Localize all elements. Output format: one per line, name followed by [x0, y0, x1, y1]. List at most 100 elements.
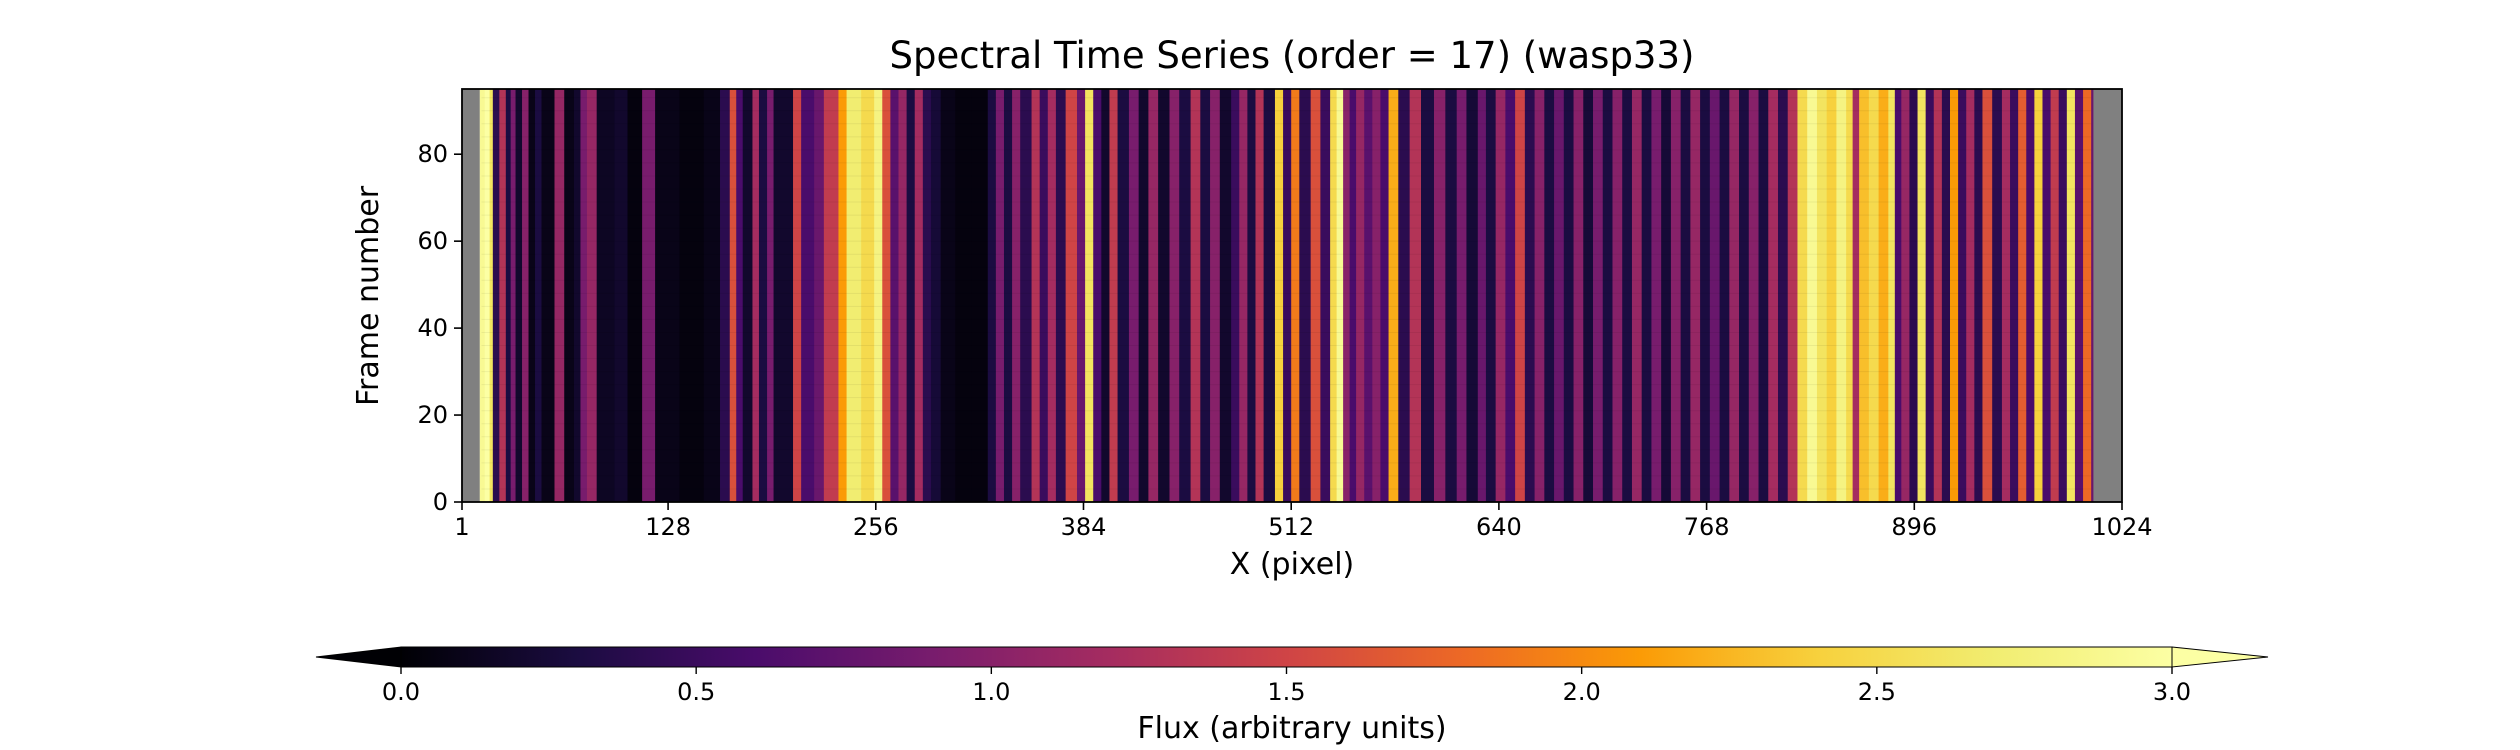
heatmap-column [1641, 89, 1653, 502]
x-tick-label: 256 [853, 513, 899, 541]
x-tick-label: 640 [1476, 513, 1522, 541]
heatmap-column [573, 89, 582, 502]
x-tick-label: 1024 [2091, 513, 2152, 541]
heatmap-column [1283, 89, 1292, 502]
heatmap-column [736, 89, 744, 502]
heatmap-column [1949, 89, 1959, 502]
heatmap-column [1219, 89, 1232, 502]
heatmap-column [492, 89, 500, 502]
heatmap-column [499, 89, 507, 502]
heatmap-column [793, 89, 802, 502]
heatmap-column [1894, 89, 1902, 502]
heatmap-column [1003, 89, 1013, 502]
colorbar-gradient [400, 646, 2173, 668]
y-tick-label: 0 [433, 488, 448, 516]
heatmap-column [1477, 89, 1487, 502]
heatmap-column [1409, 89, 1422, 502]
heatmap-column [742, 89, 754, 502]
heatmap-column [655, 89, 681, 502]
colorbar: 0.0 0.5 1.0 1.5 2.0 2.5 3.0 [315, 646, 2269, 706]
x-axis-label: X (pixel) [1230, 547, 1355, 582]
heatmap-column [773, 89, 794, 502]
heatmap-column [1239, 89, 1248, 502]
chart-title: Spectral Time Series (order = 17) (wasp3… [890, 34, 1695, 77]
heatmap-column [1836, 89, 1847, 502]
heatmap-column [1093, 89, 1102, 502]
heatmap-column [479, 89, 486, 502]
heatmap-column [1433, 89, 1446, 502]
heatmap-column [1421, 89, 1435, 502]
heatmap-column [703, 89, 721, 502]
heatmap-column [1356, 89, 1365, 502]
heatmap-column [1958, 89, 1967, 502]
heatmap-column [1372, 89, 1382, 502]
plot-frame [461, 88, 2123, 503]
heatmap-column [1859, 89, 1870, 502]
colorbar-label: Flux (arbitrary units) [1137, 711, 1446, 746]
heatmap-column [596, 89, 616, 502]
heatmap-column [1515, 89, 1526, 502]
heatmap-column [679, 89, 705, 502]
heatmap-column [1909, 89, 1919, 502]
heatmap-column [898, 89, 908, 502]
heatmap-column [1583, 89, 1594, 502]
heatmap-column [1320, 89, 1331, 502]
heatmap-column [758, 89, 768, 502]
heatmap-column [1826, 89, 1838, 502]
heatmap-column [1310, 89, 1321, 502]
heatmap-column [882, 89, 891, 502]
heatmap-column [955, 89, 973, 502]
heatmap-column [627, 89, 643, 502]
heatmap-column [1485, 89, 1497, 502]
heatmap-column [2001, 89, 2011, 502]
heatmap-column [1554, 89, 1565, 502]
heatmap-column [1055, 89, 1067, 502]
heatmap-column [1852, 89, 1860, 502]
heatmap-column [2050, 89, 2060, 502]
heatmap-column [1380, 89, 1390, 502]
heatmap-column [1158, 89, 1171, 502]
heatmap-column [2083, 89, 2092, 502]
y-axis: 0 20 40 60 80 [417, 140, 462, 516]
heatmap-column [1085, 89, 1094, 502]
x-tick-label: 896 [1891, 513, 1937, 541]
heatmap-column [1388, 89, 1399, 502]
masked-column [2092, 89, 2122, 502]
heatmap-column [614, 89, 629, 502]
heatmap-column [987, 89, 997, 502]
heatmap-column [1661, 89, 1672, 502]
heatmap-column [1210, 89, 1221, 502]
heatmap-column [823, 89, 840, 502]
x-tick-label: 384 [1061, 513, 1107, 541]
heatmap-column [1748, 89, 1760, 502]
heatmap-column [801, 89, 815, 502]
heatmap-column [1888, 89, 1896, 502]
heatmap-column [586, 89, 598, 502]
heatmap-column [1982, 89, 1993, 502]
heatmap-column [1117, 89, 1130, 502]
heatmap-column [528, 89, 536, 502]
masked-column [462, 89, 480, 502]
heatmap-column [1846, 89, 1854, 502]
heatmap-column [914, 89, 924, 502]
heatmap-column [1631, 89, 1643, 502]
masked-regions [462, 89, 2122, 502]
heatmap-column [1992, 89, 2003, 502]
heatmap-column [2074, 89, 2084, 502]
heatmap-column [1128, 89, 1140, 502]
heatmap-column [767, 89, 775, 502]
heatmap-column [554, 89, 565, 502]
heatmap-column [1670, 89, 1682, 502]
heatmap-column [1495, 89, 1506, 502]
heatmap-column [1065, 89, 1078, 502]
y-tick-label: 60 [417, 227, 448, 255]
heatmap-column [971, 89, 989, 502]
y-tick-label: 20 [417, 401, 448, 429]
heatmap-column [1456, 89, 1468, 502]
heatmap-column [2058, 89, 2068, 502]
heatmap-column [580, 89, 588, 502]
heatmap-column [1719, 89, 1730, 502]
heatmap-column [1787, 89, 1799, 502]
heatmap-column [1398, 89, 1411, 502]
heatmap-column [1031, 89, 1041, 502]
